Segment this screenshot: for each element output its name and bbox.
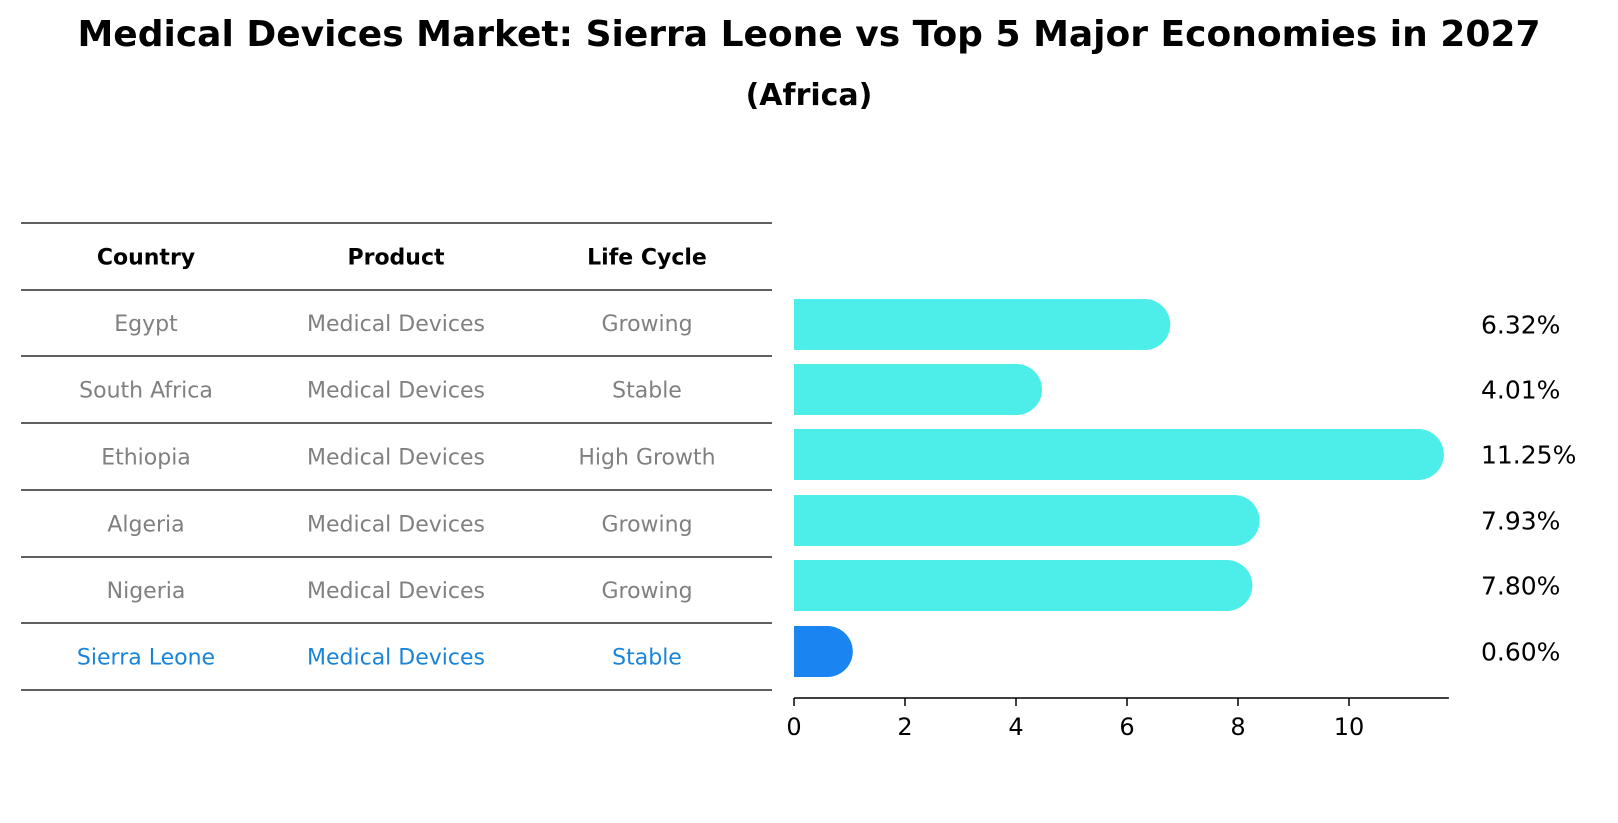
table-cell-life-cycle: High Growth: [578, 446, 715, 471]
x-tick-label: 10: [1334, 713, 1365, 741]
bar-cap: [991, 364, 1043, 415]
value-label: 11.25%: [1481, 441, 1576, 470]
bar-cap: [801, 626, 853, 677]
bar-body: [794, 364, 1017, 415]
bar-body: [794, 560, 1227, 611]
table-cell-country: Ethiopia: [101, 446, 191, 471]
table-cell-product: Medical Devices: [307, 579, 485, 604]
value-label: 7.93%: [1481, 507, 1560, 536]
bar-body: [794, 495, 1235, 546]
table-cell-country: Sierra Leone: [77, 646, 215, 671]
bar-cap: [1119, 299, 1171, 350]
table-cell-life-cycle: Growing: [601, 513, 692, 538]
bar-nigeria: [794, 560, 1253, 611]
table-header-product: Product: [347, 246, 445, 271]
bar-south-africa: [794, 364, 1043, 415]
table-cell-country: Egypt: [114, 312, 178, 337]
table-cell-life-cycle: Stable: [612, 646, 682, 671]
bar-egypt: [794, 299, 1171, 350]
x-tick-label: 8: [1230, 713, 1245, 741]
data-table: Country Product Life Cycle Egypt Medical Dev…: [21, 222, 772, 691]
table-cell-product: Medical Devices: [307, 513, 485, 538]
table-cell-product: Medical Devices: [307, 312, 485, 337]
table-cell-life-cycle: Growing: [601, 312, 692, 337]
chart-title: Medical Devices Market: Sierra Leone vs …: [77, 14, 1541, 55]
bar-algeria: [794, 495, 1260, 546]
bar-cap: [1201, 560, 1253, 611]
x-tick-label: 2: [897, 713, 912, 741]
table-cell-country: Nigeria: [107, 579, 186, 604]
value-label: 4.01%: [1481, 376, 1560, 405]
table-cell-product: Medical Devices: [307, 646, 485, 671]
bar-body: [794, 429, 1419, 480]
x-tick-label: 4: [1008, 713, 1023, 741]
table-cell-product: Medical Devices: [307, 379, 485, 404]
bar-series: 6.32% 4.01% 11.25% 7.93% 7.80% 0.60%: [794, 299, 1576, 677]
table-header-life-cycle: Life Cycle: [587, 246, 707, 271]
table-cell-country: Algeria: [107, 513, 184, 538]
table-cell-product: Medical Devices: [307, 446, 485, 471]
x-axis: 0 2 4 6 8 10: [786, 697, 1449, 741]
bar-cap: [1208, 495, 1260, 546]
bar-sierra-leone: [794, 626, 853, 677]
table-cell-life-cycle: Growing: [601, 579, 692, 604]
value-label: 6.32%: [1481, 311, 1560, 340]
bar-cap: [1392, 429, 1444, 480]
table-cell-country: South Africa: [79, 379, 213, 404]
x-tick-label: 6: [1119, 713, 1134, 741]
bar-ethiopia: [794, 429, 1444, 480]
bar-body: [794, 299, 1145, 350]
table-cell-life-cycle: Stable: [612, 379, 682, 404]
x-tick-label: 0: [786, 713, 801, 741]
value-label: 7.80%: [1481, 572, 1560, 601]
table-header-country: Country: [97, 246, 195, 271]
chart-subtitle: (Africa): [745, 78, 873, 113]
value-label: 0.60%: [1481, 638, 1560, 667]
